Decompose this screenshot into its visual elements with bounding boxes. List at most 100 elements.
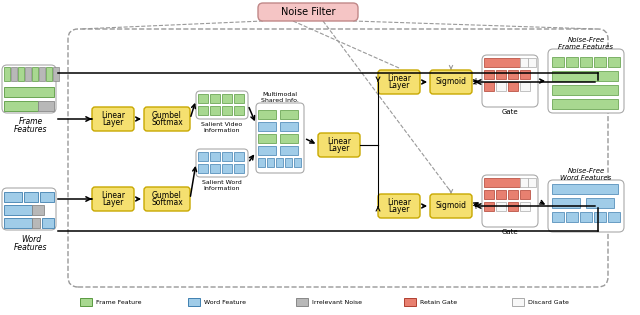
Bar <box>25 67 31 81</box>
Bar <box>4 101 38 111</box>
Bar <box>42 218 54 228</box>
Text: Layer: Layer <box>102 198 124 207</box>
Bar <box>80 298 92 306</box>
Bar <box>580 212 592 222</box>
Text: Shared Info.: Shared Info. <box>261 99 299 104</box>
Bar <box>484 178 520 187</box>
Bar <box>258 134 276 143</box>
Text: Retain Gate: Retain Gate <box>420 300 457 305</box>
Text: Linear: Linear <box>387 198 411 207</box>
Bar <box>528 58 536 67</box>
Bar <box>528 178 536 187</box>
Bar <box>484 190 494 199</box>
Bar <box>520 178 528 187</box>
Bar <box>608 57 620 67</box>
Bar <box>484 202 494 211</box>
Text: Information: Information <box>204 128 240 133</box>
Text: Features: Features <box>14 243 48 251</box>
Bar <box>552 85 618 95</box>
Bar <box>4 87 54 97</box>
Bar <box>608 212 620 222</box>
FancyBboxPatch shape <box>92 107 134 131</box>
Bar <box>566 57 578 67</box>
Bar <box>32 218 40 228</box>
Text: Frame: Frame <box>19 117 43 127</box>
Bar <box>496 82 506 91</box>
Bar <box>188 298 200 306</box>
Text: Linear: Linear <box>327 137 351 146</box>
Bar <box>552 212 564 222</box>
Bar <box>38 101 54 111</box>
Bar <box>552 57 564 67</box>
Bar <box>552 184 618 194</box>
Text: +: + <box>471 201 479 211</box>
Text: Frame Feature: Frame Feature <box>96 300 141 305</box>
Bar <box>520 190 530 199</box>
Text: Word: Word <box>21 236 41 244</box>
Bar <box>285 158 292 167</box>
Bar <box>32 67 38 81</box>
Bar <box>198 106 208 115</box>
Bar <box>484 70 494 79</box>
Bar <box>520 70 530 79</box>
Bar <box>258 146 276 155</box>
Bar <box>280 122 298 131</box>
Bar <box>222 106 232 115</box>
Bar <box>512 298 524 306</box>
FancyBboxPatch shape <box>318 133 360 157</box>
Bar <box>234 106 244 115</box>
Bar <box>520 58 528 67</box>
Bar <box>4 67 10 81</box>
Bar <box>586 198 614 208</box>
Text: Features: Features <box>14 124 48 134</box>
Text: Noise-Free: Noise-Free <box>568 168 605 174</box>
Text: Irrelevant Noise: Irrelevant Noise <box>312 300 362 305</box>
FancyBboxPatch shape <box>144 187 190 211</box>
Bar <box>222 164 232 173</box>
Text: Noise Filter: Noise Filter <box>281 7 335 17</box>
FancyBboxPatch shape <box>144 107 190 131</box>
Bar <box>198 164 208 173</box>
Text: Softmax: Softmax <box>151 118 183 127</box>
FancyBboxPatch shape <box>482 55 538 107</box>
FancyBboxPatch shape <box>482 175 538 227</box>
Text: Multimodal: Multimodal <box>262 93 298 98</box>
Bar <box>508 202 518 211</box>
Bar <box>210 94 220 103</box>
Text: Gumbel: Gumbel <box>152 111 182 120</box>
FancyBboxPatch shape <box>196 149 248 177</box>
Bar <box>594 57 606 67</box>
Bar <box>4 192 22 202</box>
Bar <box>258 110 276 119</box>
FancyBboxPatch shape <box>430 70 472 94</box>
Text: Layer: Layer <box>388 205 410 214</box>
Bar <box>4 205 32 215</box>
FancyBboxPatch shape <box>430 194 472 218</box>
Bar <box>40 192 54 202</box>
Bar <box>258 122 276 131</box>
Bar <box>4 218 32 228</box>
Bar <box>552 71 618 81</box>
Text: Layer: Layer <box>102 118 124 127</box>
Bar <box>198 152 208 161</box>
Bar <box>210 152 220 161</box>
Text: Discard Gate: Discard Gate <box>528 300 569 305</box>
Text: Layer: Layer <box>388 81 410 90</box>
Bar <box>404 298 416 306</box>
Bar <box>552 99 618 109</box>
Bar <box>18 67 24 81</box>
Bar <box>496 202 506 211</box>
Bar <box>267 158 274 167</box>
Bar <box>508 82 518 91</box>
FancyBboxPatch shape <box>68 29 608 287</box>
Bar <box>198 94 208 103</box>
Text: Salient Word: Salient Word <box>202 180 242 185</box>
FancyBboxPatch shape <box>256 103 304 173</box>
Text: +: + <box>471 77 479 87</box>
Bar <box>234 164 244 173</box>
Bar <box>580 57 592 67</box>
Text: Sigmoid: Sigmoid <box>435 202 467 210</box>
FancyBboxPatch shape <box>378 70 420 94</box>
Bar <box>280 134 298 143</box>
Text: Linear: Linear <box>101 191 125 200</box>
